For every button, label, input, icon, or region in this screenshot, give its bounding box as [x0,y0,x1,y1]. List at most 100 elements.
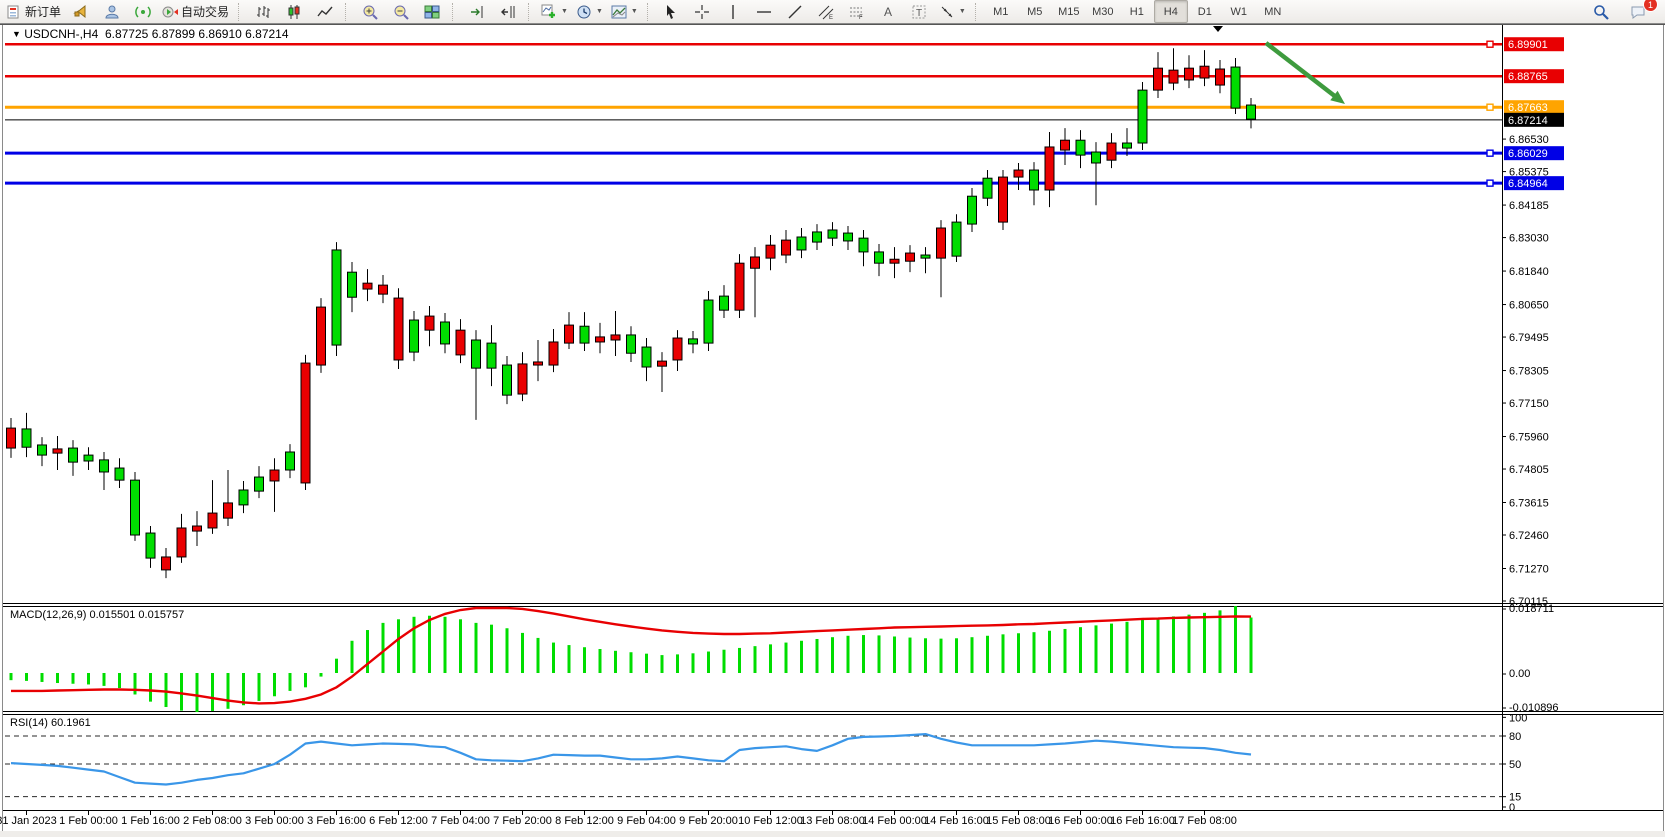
auto-scroll-button[interactable] [461,0,492,23]
new-order-button[interactable]: 新订单 [2,0,65,23]
price-label: 6.83030 [1509,233,1549,245]
zoom-out-button[interactable] [385,0,416,23]
time-label: 2 Feb 08:00 [183,815,242,827]
timeframe-M1[interactable]: M1 [993,5,1009,18]
time-label: 14 Feb 00:00 [862,815,927,827]
profile-button[interactable] [96,0,127,23]
line-marker[interactable] [1486,179,1494,187]
period-button[interactable]: ▼ [572,0,607,23]
macd-bar [1063,628,1067,673]
macd-bar [1187,614,1191,673]
candle-body [874,251,884,264]
trendline-icon [788,5,802,18]
candle-body [1075,139,1086,156]
candle-body [812,231,822,243]
price-badge [1504,112,1564,127]
arrows-button[interactable]: ▼ [935,0,970,23]
macd-pane[interactable]: MACD(12,26,9) 0.015501 0.015757 0.018711 0… [9,603,1559,714]
timeframe-M15[interactable]: M15 [1058,5,1080,18]
candle-body [223,502,233,519]
candle-body [393,297,404,361]
trend-arrow-annotation[interactable] [1264,41,1345,104]
autotrade-button[interactable]: 自动交易 [158,0,233,23]
auto-scroll-icon [470,5,483,18]
price-label: 6.72460 [1509,530,1549,542]
dropdown-arrow-icon: ▼ [561,8,568,15]
timeframe-H4[interactable]: H4 [1153,0,1188,23]
collapse-icon[interactable]: ▼ [12,29,21,39]
candle-body [998,176,1008,223]
line-marker[interactable] [1486,103,1494,111]
equidistant-channel-button[interactable]: E [811,0,842,23]
time-label: 7 Feb 20:00 [493,815,552,827]
text-button[interactable]: A [873,0,904,23]
candle-body [238,489,249,506]
price-label: 6.80650 [1509,300,1549,312]
signal-button[interactable] [127,0,158,23]
tile-windows-button[interactable] [416,0,447,23]
candle-body [533,361,543,366]
candle-body [564,324,574,344]
notifications-button[interactable]: 1 [1622,0,1658,23]
price-axis[interactable]: 6.86530 6.85375 6.84185 6.83030 6.81840 6.806… [1502,37,1564,608]
macd-bar [56,673,59,684]
timeframe-W1[interactable]: W1 [1230,5,1248,18]
template-button[interactable]: ▼ [607,0,642,23]
trendline-button[interactable] [780,0,811,23]
macd-bar [877,635,881,673]
chart-shift-button[interactable] [492,0,523,23]
candle-body [486,342,497,369]
macd-bar [924,638,927,673]
line-chart-button[interactable] [309,0,340,23]
tile-windows-icon [424,5,440,18]
candle-body [300,362,311,484]
bar-chart-button[interactable] [247,0,278,23]
horn-button[interactable] [65,0,96,23]
macd-bar [366,630,369,673]
macd-bar [118,673,121,689]
candle-body [362,282,373,290]
timeframe-MN[interactable]: MN [1264,5,1282,18]
macd-bar [505,628,509,673]
rsi-pane[interactable]: RSI(14) 60.1961 100 80 50 150 [5,712,1527,814]
clock-icon [577,5,591,18]
timeframe-M5[interactable]: M5 [1027,5,1043,18]
price-badge [1504,176,1564,191]
macd-bar [474,622,478,673]
timeframe-D1[interactable]: D1 [1197,5,1212,18]
toolbar-separator [452,2,457,21]
candles[interactable] [6,48,1256,579]
template-icon [611,5,627,18]
cursor-icon [667,4,676,19]
time-axis[interactable]: 31 Jan 2023 1 Feb 00:00 1 Feb 16:00 2 Feb 0… [0,810,1237,827]
horizontal-lines[interactable] [5,40,1502,187]
price-label: 6.78305 [1509,366,1549,378]
candle-body [1199,65,1210,79]
time-label: 1 Feb 16:00 [121,815,180,827]
rsi-axis-label: 100 [1509,712,1527,724]
text-label-button[interactable]: T [904,0,935,23]
candle-body [161,556,171,571]
zoom-out-icon [394,5,409,20]
crosshair-button[interactable] [687,0,718,23]
macd-bar [226,673,230,709]
fibonacci-button[interactable]: F [842,0,873,23]
zoom-in-button[interactable] [354,0,385,23]
candle-body [734,262,745,311]
timeframe-H1[interactable]: H1 [1129,5,1144,18]
vline-button[interactable] [718,0,749,23]
hline-button[interactable] [749,0,780,23]
cursor-button[interactable] [656,0,687,23]
timeframe-M30[interactable]: M30 [1092,5,1114,18]
macd-bar [102,673,106,686]
add-indicator-button[interactable]: ▼ [537,0,572,23]
candle-body [967,195,977,225]
time-label: 9 Feb 04:00 [617,815,676,827]
candle-body [843,232,853,242]
line-marker[interactable] [1486,149,1494,157]
candle-body [378,284,388,295]
line-marker[interactable] [1486,40,1494,48]
candlestick-button[interactable] [278,0,309,23]
search-button[interactable] [1585,0,1616,23]
